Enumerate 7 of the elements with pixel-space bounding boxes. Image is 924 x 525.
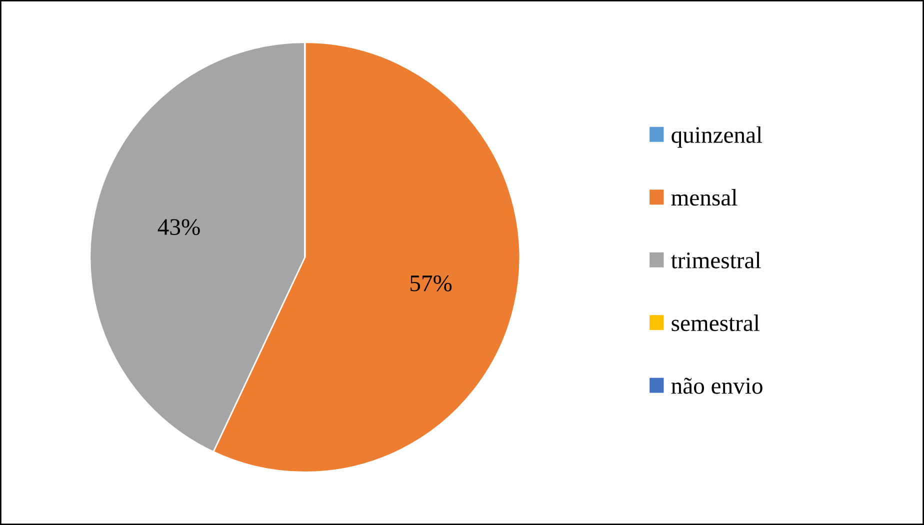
legend-label: quinzenal [672, 126, 762, 148]
legend-label: mensal [671, 189, 738, 206]
data-label: 43% [158, 219, 200, 236]
legend-label: semestral [672, 314, 760, 332]
data-label: 57% [410, 275, 452, 292]
legend-label: não envio [671, 378, 762, 394]
legend-label: trimestral [671, 252, 761, 268]
